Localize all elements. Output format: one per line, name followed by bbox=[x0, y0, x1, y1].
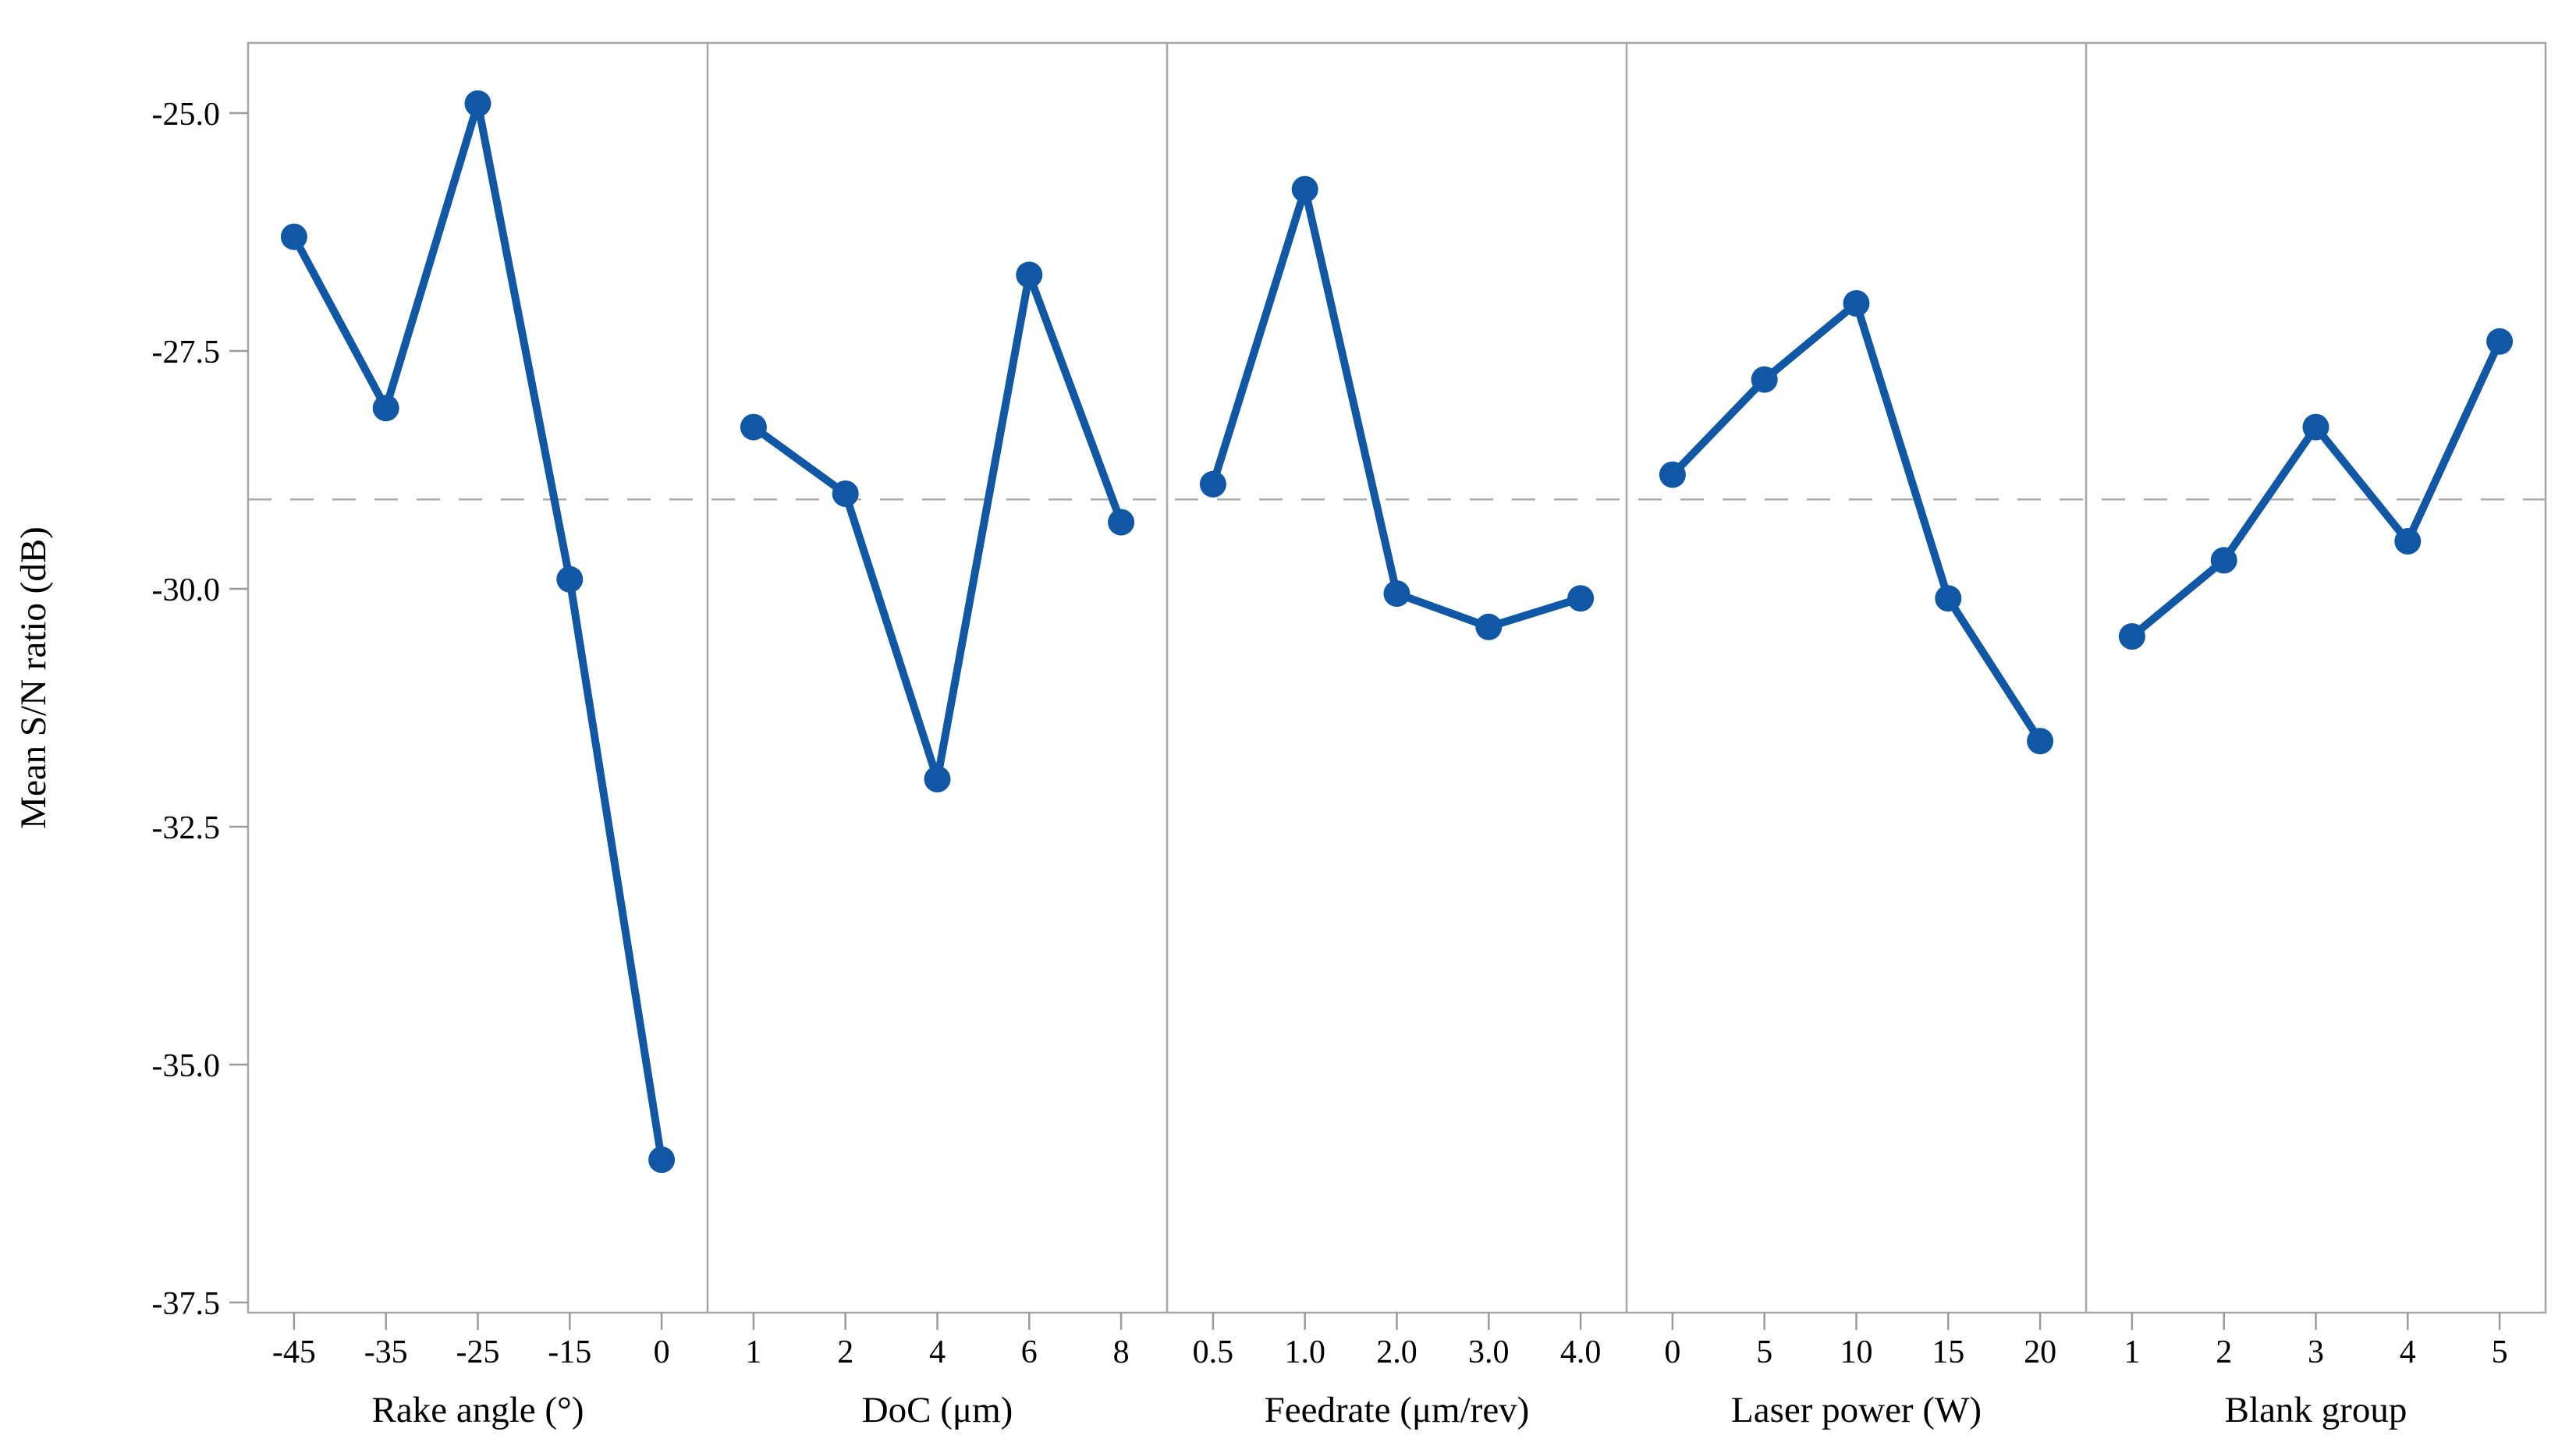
x-tick-label: 2.0 bbox=[1376, 1334, 1418, 1370]
x-axis-title: Laser power (W) bbox=[1731, 1390, 1982, 1430]
x-tick-label: -15 bbox=[548, 1334, 591, 1370]
x-tick-label: 1 bbox=[745, 1334, 761, 1370]
data-point bbox=[1199, 470, 1226, 498]
x-tick-label: 4 bbox=[2400, 1334, 2416, 1370]
data-point bbox=[372, 395, 399, 422]
x-tick-label: 10 bbox=[1840, 1334, 1873, 1370]
series-line bbox=[289, 99, 666, 1164]
series-line bbox=[1208, 185, 1585, 631]
data-point bbox=[1291, 175, 1318, 203]
data-point bbox=[924, 766, 951, 792]
x-axis-title: Rake angle (°) bbox=[372, 1390, 584, 1430]
data-point bbox=[556, 565, 584, 593]
data-point bbox=[1659, 461, 1686, 488]
series-line bbox=[2127, 337, 2504, 640]
data-point bbox=[740, 413, 767, 441]
data-point bbox=[2394, 528, 2422, 555]
data-point bbox=[1016, 261, 1043, 289]
y-tick-label: -37.5 bbox=[152, 1286, 221, 1322]
data-point bbox=[2302, 413, 2329, 441]
x-tick-label: 0 bbox=[1664, 1334, 1680, 1370]
y-axis-title: Mean S/N ratio (dB) bbox=[13, 526, 54, 829]
data-point bbox=[2210, 547, 2237, 574]
plot-frame bbox=[247, 41, 2547, 1314]
y-tick-label: -30.0 bbox=[152, 572, 221, 608]
data-point bbox=[1108, 509, 1135, 536]
data-point bbox=[2486, 328, 2514, 355]
data-point bbox=[1935, 585, 1962, 612]
data-point bbox=[1751, 366, 1778, 393]
x-tick-label: 5 bbox=[1756, 1334, 1772, 1370]
x-tick-label: 4.0 bbox=[1560, 1334, 1602, 1370]
x-tick-label: 15 bbox=[1932, 1334, 1964, 1370]
x-tick-label: 0.5 bbox=[1193, 1334, 1234, 1370]
series-line bbox=[1668, 299, 2045, 746]
x-axis-title: DoC (μm) bbox=[862, 1390, 1013, 1430]
y-tick-label: -27.5 bbox=[152, 335, 221, 370]
y-tick-label: -35.0 bbox=[152, 1048, 221, 1084]
x-tick-label: -25 bbox=[456, 1334, 500, 1370]
data-point bbox=[1843, 290, 1870, 317]
series-line bbox=[749, 271, 1126, 783]
x-tick-label: -35 bbox=[364, 1334, 408, 1370]
data-point bbox=[2027, 728, 2054, 755]
x-tick-label: 3.0 bbox=[1468, 1334, 1510, 1370]
data-point bbox=[2118, 623, 2145, 650]
data-point bbox=[648, 1146, 676, 1173]
data-point bbox=[1383, 580, 1410, 608]
data-point bbox=[280, 223, 307, 250]
data-point bbox=[1567, 585, 1595, 612]
x-axis-title: Blank group bbox=[2225, 1390, 2407, 1430]
data-point bbox=[464, 90, 491, 117]
x-tick-label: 0 bbox=[654, 1334, 670, 1370]
x-tick-label: 5 bbox=[2492, 1334, 2508, 1370]
x-tick-label: 1.0 bbox=[1284, 1334, 1325, 1370]
data-point bbox=[832, 480, 859, 507]
x-tick-label: 6 bbox=[1021, 1334, 1038, 1370]
x-tick-label: 1 bbox=[2124, 1334, 2140, 1370]
data-point bbox=[1475, 613, 1503, 640]
chart-marks: -25.0 -27.5 -30.0 -32.5 -35.0 -37.5 -45 -35 -25 -… bbox=[152, 41, 2547, 1430]
x-axis-title: Feedrate (μm/rev) bbox=[1265, 1390, 1530, 1430]
x-tick-label: 2 bbox=[2216, 1334, 2232, 1370]
y-tick-label: -32.5 bbox=[152, 810, 221, 846]
x-tick-label: 2 bbox=[837, 1334, 853, 1370]
x-tick-label: 4 bbox=[929, 1334, 946, 1370]
y-tick-label: -25.0 bbox=[152, 97, 221, 133]
x-tick-label: 8 bbox=[1113, 1334, 1130, 1370]
x-tick-label: -45 bbox=[272, 1334, 316, 1370]
x-tick-label: 3 bbox=[2308, 1334, 2324, 1370]
x-tick-label: 20 bbox=[2024, 1334, 2056, 1370]
